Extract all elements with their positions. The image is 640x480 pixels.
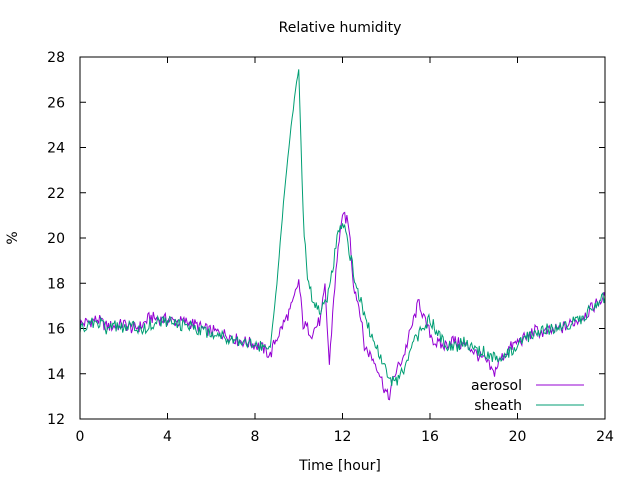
x-axis-ticks: 0 4 8 12 16 20 24 [76,57,614,445]
y-tick-label: 16 [47,322,65,338]
legend: aerosol sheath [471,378,584,414]
y-tick-label: 14 [47,367,65,383]
y-axis-label: % [5,231,21,244]
y-tick-label: 12 [47,412,65,428]
x-tick-label: 12 [334,429,352,445]
y-tick-label: 24 [47,141,65,157]
y-tick-label: 26 [47,95,65,111]
legend-label-aerosol: aerosol [471,378,522,394]
series-lines [79,69,606,401]
y-tick-label: 22 [47,186,65,202]
series-line-aerosol [79,211,606,401]
series-line-sheath [79,69,606,386]
chart-title: Relative humidity [279,20,402,36]
x-tick-label: 8 [251,429,260,445]
plot-frame [79,56,606,420]
y-tick-label: 28 [47,50,65,66]
y-tick-label: 18 [47,276,65,292]
x-tick-label: 20 [509,429,527,445]
x-tick-label: 24 [596,429,614,445]
x-tick-label: 0 [76,429,85,445]
y-tick-label: 20 [47,231,65,247]
x-tick-label: 4 [163,429,172,445]
x-axis-label: Time [hour] [298,458,381,474]
x-tick-label: 16 [421,429,439,445]
legend-label-sheath: sheath [474,398,522,414]
